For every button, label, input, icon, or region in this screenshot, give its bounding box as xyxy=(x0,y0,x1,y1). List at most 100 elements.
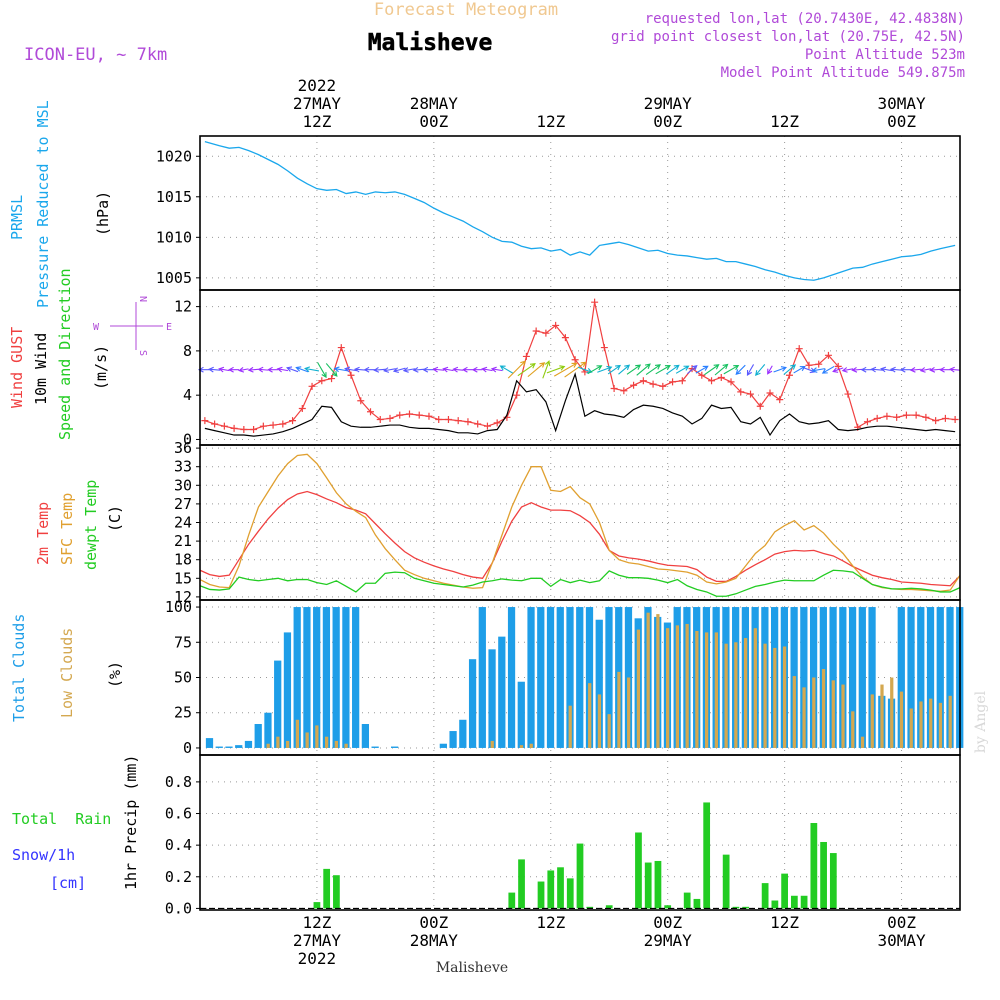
wind-gust-label: Wind GUST xyxy=(8,327,26,408)
tick-label-precip: 0.8 xyxy=(165,773,192,791)
total-cloud-bar xyxy=(839,607,847,748)
time-label-top: 00Z xyxy=(887,112,916,131)
wind-direction-arrow xyxy=(383,367,396,373)
low-cloud-bar xyxy=(821,669,826,748)
wind-direction-arrow xyxy=(267,366,278,373)
gust-marker xyxy=(620,387,628,395)
wind-direction-arrow xyxy=(392,367,406,373)
low-cloud-bar xyxy=(812,677,816,748)
panels: 1005101010151020048121215182124273033360… xyxy=(156,135,964,917)
low-cloud-bar xyxy=(675,625,680,748)
total-cloud-bar xyxy=(936,607,944,748)
low-cloud-bar xyxy=(646,612,650,748)
time-label-top: 00Z xyxy=(419,112,448,131)
temp-labels: 2m Temp SFC Temp dewpt Temp (C) xyxy=(34,480,124,570)
low-cloud-bar xyxy=(714,632,718,748)
low-cloud-bar xyxy=(490,740,494,748)
time-label-top: 30MAY xyxy=(877,94,926,113)
gust-marker xyxy=(415,411,423,419)
gust-marker xyxy=(873,414,881,422)
time-label-top: 12Z xyxy=(536,112,565,131)
model-label: ICON-EU, ~ 7km xyxy=(24,45,167,65)
low-cloud-bar xyxy=(753,628,757,748)
low-cloud-bar xyxy=(266,743,270,748)
gust-marker xyxy=(844,390,852,398)
low-cloud-bar xyxy=(666,628,670,748)
gust-marker xyxy=(532,327,540,335)
wind-direction-arrow xyxy=(333,366,348,373)
wind-direction-arrow xyxy=(811,367,825,373)
tick-label-clouds: 0 xyxy=(183,739,192,757)
total-cloud-bar xyxy=(235,745,243,748)
tick-label-precip: 0.0 xyxy=(165,899,192,917)
wind-direction-arrow xyxy=(276,366,289,373)
series-2m-temp xyxy=(199,490,961,587)
grid-point-coords: grid point closest lon,lat (20.75E, 42.5… xyxy=(611,29,965,45)
rain-bar xyxy=(693,898,701,909)
total-cloud-bar xyxy=(283,632,292,748)
total-cloud-bar xyxy=(566,607,574,748)
dewpt-label: dewpt Temp xyxy=(82,480,100,570)
tick-label-temp: 30 xyxy=(174,476,192,494)
requested-coords: requested lon,lat (20.7430E, 42.4838N) xyxy=(645,11,965,27)
gust-marker xyxy=(756,402,764,410)
total-cloud-bar xyxy=(254,724,262,748)
wind-direction-arrow xyxy=(695,365,709,374)
gust-marker xyxy=(435,416,443,424)
rain-bar xyxy=(771,900,779,909)
gust-marker xyxy=(941,414,949,422)
rain-bar xyxy=(800,895,808,909)
wind-direction-arrow xyxy=(704,364,720,376)
pressure-unit: (hPa) xyxy=(94,191,112,236)
tick-label-precip: 0.6 xyxy=(165,805,192,823)
total-cloud-bar xyxy=(917,607,925,748)
gust-marker xyxy=(269,421,277,429)
t2m-label: 2m Temp xyxy=(34,502,52,565)
wind-direction-arrow xyxy=(197,366,211,373)
total-cloud-bar xyxy=(537,607,545,748)
time-label-top: 27MAY xyxy=(293,94,342,113)
low-cloud-bar xyxy=(695,631,699,748)
wind-direction-arrow xyxy=(821,365,835,374)
gust-marker xyxy=(308,382,316,390)
rain-bar xyxy=(829,853,837,909)
time-label-top: 29MAY xyxy=(644,94,693,113)
time-label-bottom: 2022 xyxy=(298,949,337,968)
gust-marker xyxy=(815,360,823,368)
compass-s: S xyxy=(137,350,148,356)
compass-w: W xyxy=(93,322,100,333)
panel-wind: 0 4 8 12 xyxy=(174,289,961,448)
panel-precip: 0.0 0.2 0.4 0.6 0.8 xyxy=(165,754,961,917)
low-cloud-bar xyxy=(890,677,894,748)
rain-bar xyxy=(742,906,750,909)
total-cloud-bar xyxy=(225,746,233,748)
gust-marker xyxy=(776,396,784,404)
wind-direction-arrow xyxy=(490,366,503,373)
gust-marker xyxy=(591,298,599,306)
tick-label-temp: 33 xyxy=(174,458,192,476)
rain-bar xyxy=(810,823,818,909)
wind-direction-arrow xyxy=(783,364,797,375)
total-cloud-label: Total Clouds xyxy=(10,614,28,722)
tick-label-temp: 21 xyxy=(174,532,192,550)
time-label-bottom: 28MAY xyxy=(410,931,459,950)
gust-marker xyxy=(464,418,472,426)
gust-marker xyxy=(386,414,394,422)
temp-unit: (C) xyxy=(106,505,124,532)
gust-marker xyxy=(669,378,677,386)
gust-marker xyxy=(766,389,774,397)
gust-marker xyxy=(318,377,326,385)
total-cloud-bar xyxy=(459,719,467,748)
gust-marker xyxy=(220,422,228,430)
rain-bar xyxy=(537,881,545,909)
time-label-bottom: 00Z xyxy=(419,913,448,932)
total-cloud-bar xyxy=(352,607,360,748)
rain-bar xyxy=(683,892,691,909)
low-cloud-bar xyxy=(656,614,660,748)
gust-marker xyxy=(727,378,735,386)
total-cloud-bar xyxy=(897,607,905,748)
precip-labels: Total Rain Snow/1h [cm] 1hr Precip (mm) xyxy=(12,755,140,892)
wind-direction-arrow xyxy=(746,364,755,376)
wind-direction-arrow xyxy=(675,365,690,374)
